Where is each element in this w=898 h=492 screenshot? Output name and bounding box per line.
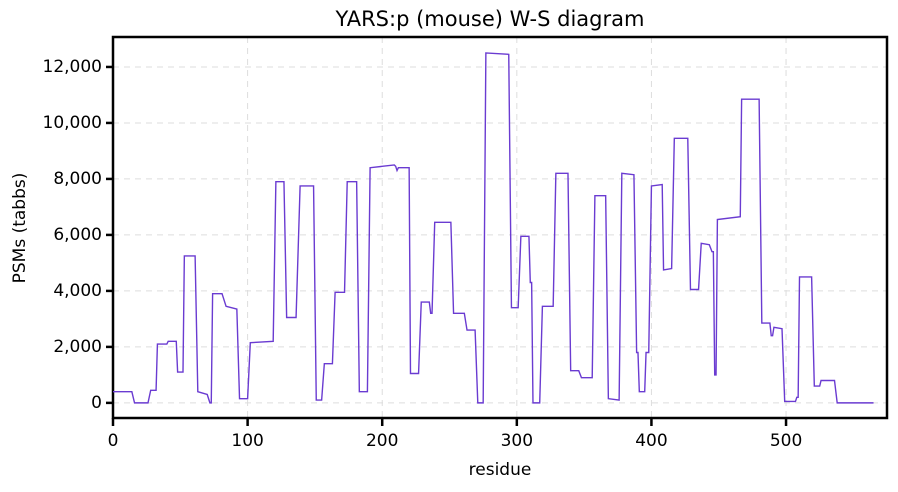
x-tick-label: 200: [366, 431, 398, 451]
y-tick-label: 12,000: [43, 57, 102, 77]
x-tick-label: 400: [635, 431, 667, 451]
y-tick-label: 8,000: [53, 169, 102, 189]
plot-frame: [111, 35, 889, 420]
y-tick-label: 6,000: [53, 225, 102, 245]
x-tick-label: 0: [108, 431, 119, 451]
y-tick-label: 4,000: [53, 281, 102, 301]
y-tick-label: 2,000: [53, 337, 102, 357]
x-tick-label: 300: [501, 431, 533, 451]
y-tick-label: 0: [91, 393, 102, 413]
x-tick-label: 100: [231, 431, 263, 451]
y-axis-label: PSMs (tabbs): [10, 173, 30, 284]
chart-title: YARS:p (mouse) W-S diagram: [335, 7, 645, 31]
data-line: [113, 52, 874, 404]
x-tick-label: 500: [770, 431, 802, 451]
x-axis-label: residue: [469, 460, 532, 480]
y-tick-label: 10,000: [43, 113, 102, 133]
